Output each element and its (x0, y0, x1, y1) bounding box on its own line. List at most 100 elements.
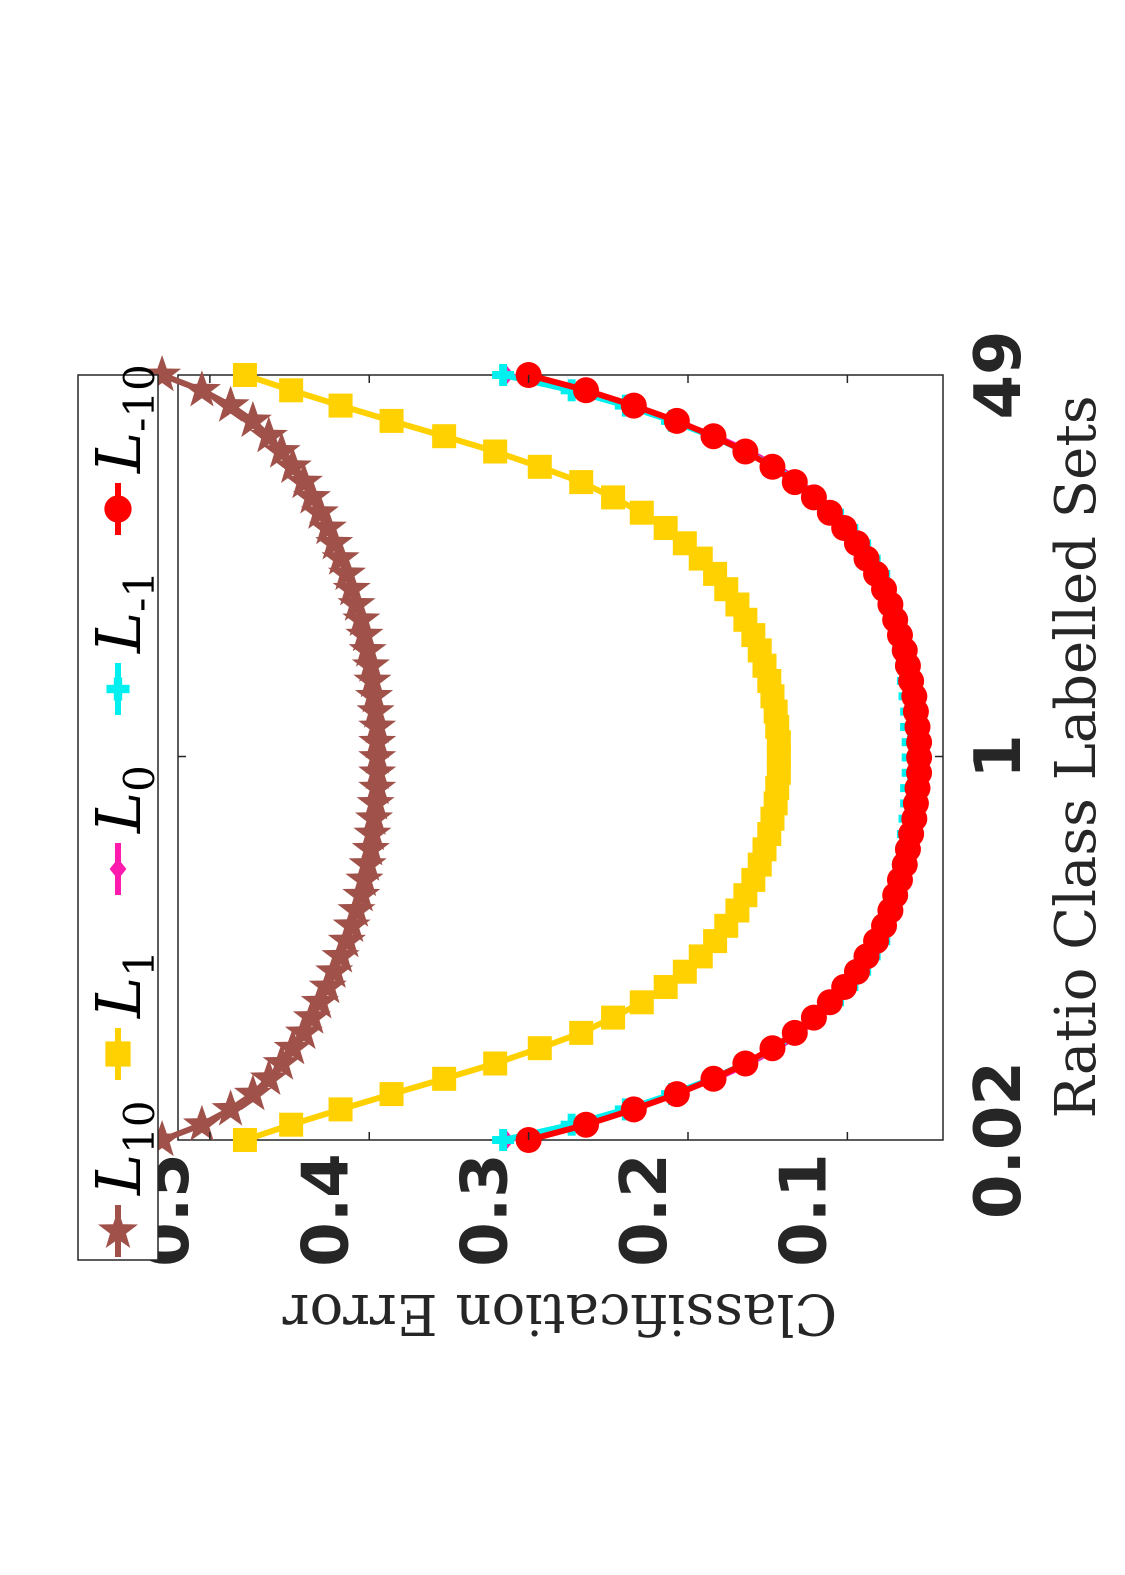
legend-label-sub: -1 (115, 571, 164, 612)
data-point (105, 1041, 131, 1067)
data-point (273, 446, 312, 483)
data-point (358, 768, 397, 805)
data-point (492, 1129, 515, 1151)
data-point (348, 630, 387, 667)
data-point (315, 523, 354, 560)
data-point (249, 416, 288, 453)
data-point (355, 676, 394, 713)
data-point (432, 1066, 457, 1091)
data-point (560, 379, 583, 402)
series-L10 (143, 355, 397, 1157)
legend-label: L-1 (82, 571, 164, 654)
data-point (351, 829, 390, 866)
data-point (262, 1043, 301, 1080)
legend-label-base: L (82, 977, 155, 1019)
data-point (759, 1035, 786, 1062)
data-point (321, 936, 360, 973)
data-point (348, 844, 387, 881)
series-layer (143, 355, 933, 1157)
data-point (211, 1089, 250, 1126)
data-point (104, 495, 132, 523)
data-point (629, 990, 654, 1015)
data-point (379, 408, 404, 433)
legend-label-sub: 10 (115, 1100, 164, 1153)
data-point (800, 484, 827, 511)
legend-item-L-1: L-1 (82, 571, 164, 715)
data-point (232, 1128, 257, 1152)
y-axis-label: Classification Error (283, 1281, 838, 1346)
data-point (620, 392, 647, 419)
data-point (700, 1065, 727, 1092)
legend-item-L-10: L-10 (82, 364, 164, 535)
x-tick-label: 1 (962, 734, 1036, 779)
data-point (327, 553, 366, 591)
data-point (781, 469, 808, 496)
series-L1 (232, 363, 791, 1152)
data-point (342, 875, 381, 912)
data-point (573, 1111, 599, 1138)
data-point (284, 462, 323, 499)
data-point (358, 722, 397, 759)
data-point (379, 1082, 404, 1107)
legend-label-base: L (82, 1154, 155, 1196)
data-point (332, 905, 371, 942)
data-point (432, 424, 457, 449)
data-point (143, 1120, 182, 1157)
data-point (358, 752, 397, 789)
data-point (353, 814, 392, 851)
legend-label-sub: 1 (115, 950, 164, 977)
data-point (355, 798, 394, 835)
legend-label-base: L (82, 612, 155, 654)
legend-item-L1: L1 (82, 950, 164, 1080)
data-point (351, 645, 390, 682)
data-point (629, 500, 654, 525)
legend-label: L-10 (82, 364, 164, 474)
legend-label-base: L (82, 432, 155, 474)
data-point (527, 454, 552, 479)
data-point (569, 1020, 594, 1045)
data-point (781, 1019, 808, 1046)
data-point (233, 1074, 272, 1111)
series-L-10 (515, 362, 933, 1153)
data-point (601, 485, 626, 510)
x-tick-label: 0.02 (962, 1061, 1036, 1219)
data-point (356, 691, 395, 728)
y-tick-label: 0.1 (767, 1153, 841, 1266)
data-point (109, 858, 127, 880)
data-point (328, 393, 353, 418)
legend-label-sub: 0 (115, 765, 164, 792)
legend-label: L10 (82, 1100, 164, 1196)
y-tick-label: 0.2 (608, 1153, 682, 1266)
data-point (345, 615, 384, 652)
data-point (211, 385, 250, 422)
data-point (345, 859, 384, 897)
data-point (273, 1028, 312, 1065)
data-point (182, 370, 221, 407)
data-point (279, 1112, 304, 1137)
data-point (601, 1005, 626, 1030)
data-point (232, 363, 257, 387)
data-point (358, 706, 397, 744)
data-point (732, 438, 759, 465)
data-point (353, 661, 392, 698)
x-axis-label: Ratio Class Labelled Sets (1044, 395, 1109, 1118)
y-tick-label: 0.4 (289, 1153, 363, 1266)
data-point (98, 1210, 138, 1248)
legend-label-sub: -10 (115, 364, 164, 432)
legend-label-base: L (82, 792, 155, 834)
data-point (328, 1097, 353, 1122)
data-point (620, 1096, 647, 1123)
data-point (759, 453, 786, 480)
data-point (663, 1081, 690, 1108)
plot-frame (177, 374, 944, 1141)
data-point (233, 400, 272, 438)
data-point (315, 951, 354, 988)
data-point (732, 1050, 759, 1077)
data-point (279, 378, 304, 403)
legend-label: L0 (82, 765, 164, 834)
data-point (483, 439, 508, 464)
data-point (569, 470, 594, 495)
legend-label: L1 (82, 950, 164, 1019)
x-tick-label: 49 (962, 330, 1036, 419)
